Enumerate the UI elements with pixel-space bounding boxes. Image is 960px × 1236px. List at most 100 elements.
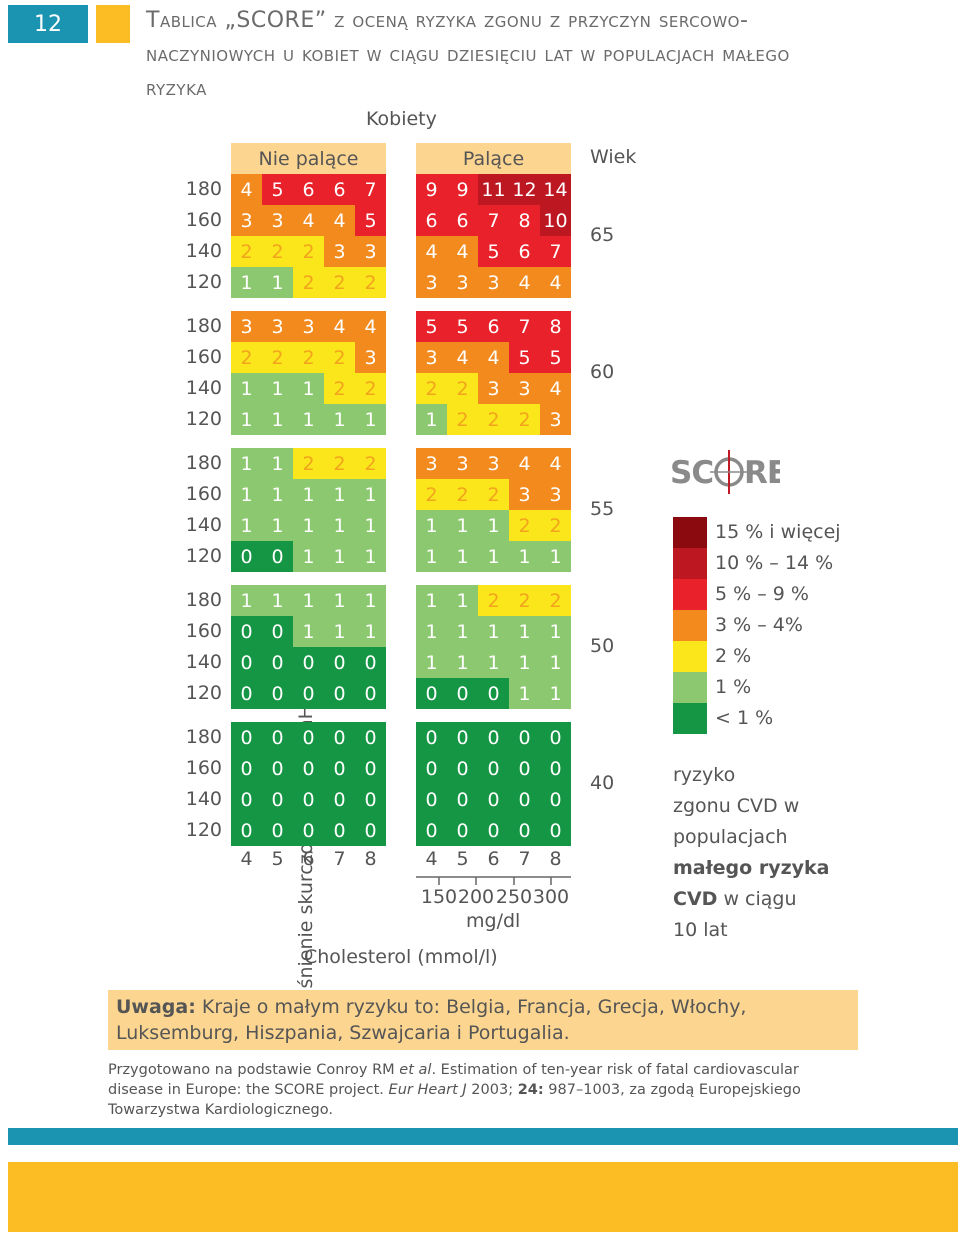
bp-label: 140 (185, 240, 222, 262)
risk-cell: 0 (231, 815, 262, 846)
risk-cell: 0 (416, 815, 447, 846)
bp-label: 180 (185, 315, 222, 337)
risk-cell: 1 (324, 541, 355, 572)
legend-label: 10 % – 14 % (715, 552, 834, 574)
risk-cell: 1 (509, 678, 540, 709)
risk-cell: 1 (293, 404, 324, 435)
mgdl-tick-label: 300 (532, 886, 570, 908)
risk-cell: 5 (262, 174, 293, 205)
cholesterol-tick-label: 7 (518, 848, 531, 870)
svg-text:RE: RE (744, 455, 780, 491)
bp-label: 160 (185, 620, 222, 642)
risk-cell: 1 (293, 510, 324, 541)
legend-desc-line: zgonu CVD w (673, 795, 800, 817)
risk-cell: 0 (355, 678, 386, 709)
risk-cell: 0 (293, 647, 324, 678)
risk-cell: 2 (478, 479, 509, 510)
legend-label: 2 % (715, 645, 752, 667)
note-box: Uwaga: Kraje o małym ryzyku to: Belgia, … (108, 990, 858, 1050)
risk-cell: 0 (324, 647, 355, 678)
risk-cell: 0 (447, 678, 478, 709)
risk-cell: 6 (293, 174, 324, 205)
risk-cell: 6 (478, 311, 509, 342)
legend-swatch (673, 579, 707, 610)
risk-cell: 3 (509, 479, 540, 510)
risk-cell: 1 (262, 510, 293, 541)
risk-cell: 1 (262, 479, 293, 510)
legend-swatch (673, 610, 707, 641)
risk-cell: 3 (447, 448, 478, 479)
risk-cell: 0 (231, 784, 262, 815)
risk-cell: 4 (540, 448, 571, 479)
x-axis-label: Cholesterol (mmol/l) (304, 946, 498, 968)
risk-cell: 1 (262, 404, 293, 435)
cholesterol-tick-label: 4 (425, 848, 438, 870)
risk-cell: 4 (416, 236, 447, 267)
bp-label: 160 (185, 483, 222, 505)
bp-label: 120 (185, 271, 222, 293)
risk-cell: 0 (416, 753, 447, 784)
risk-cell: 0 (262, 815, 293, 846)
legend-desc-line: małego ryzyka (673, 857, 830, 879)
risk-cell: 0 (355, 815, 386, 846)
risk-cell: 2 (293, 342, 324, 373)
risk-cell: 0 (355, 647, 386, 678)
risk-cell: 1 (478, 541, 509, 572)
risk-cell: 0 (293, 753, 324, 784)
risk-cell: 0 (355, 784, 386, 815)
bp-label: 160 (185, 757, 222, 779)
cholesterol-tick-label: 5 (456, 848, 469, 870)
risk-cell: 3 (478, 448, 509, 479)
risk-cell: 1 (262, 267, 293, 298)
risk-cell: 1 (540, 647, 571, 678)
risk-cell: 4 (540, 373, 571, 404)
risk-cell: 0 (262, 541, 293, 572)
risk-cell: 1 (231, 585, 262, 616)
risk-cell: 1 (416, 616, 447, 647)
risk-cell: 0 (447, 753, 478, 784)
source-part: 2003; (466, 1082, 518, 1098)
footer-yellow-bar (8, 1162, 958, 1232)
risk-cell: 1 (509, 616, 540, 647)
risk-cell: 0 (262, 647, 293, 678)
source-part: . Estimation of ten-year risk of fatal c… (108, 1062, 799, 1098)
y-axis-label-container: Ciśnienie skurczowe krwi (mmHg) (146, 372, 317, 1007)
age-label: 40 (590, 772, 615, 794)
risk-cell: 0 (478, 722, 509, 753)
risk-cell: 0 (231, 647, 262, 678)
risk-cell: 1 (416, 404, 447, 435)
risk-cell: 5 (416, 311, 447, 342)
risk-cell: 2 (293, 448, 324, 479)
risk-cell: 0 (478, 678, 509, 709)
mgdl-tick-label: 250 (495, 886, 533, 908)
header-smoking: Palące (416, 143, 571, 175)
bp-label: 160 (185, 209, 222, 231)
risk-cell: 1 (262, 448, 293, 479)
risk-cell: 1 (293, 541, 324, 572)
risk-cell: 1 (447, 541, 478, 572)
cholesterol-tick-label: 7 (333, 848, 346, 870)
risk-cell: 1 (262, 373, 293, 404)
header-age: Wiek (590, 146, 637, 168)
source-journal: Eur Heart J (388, 1082, 467, 1098)
risk-cell: 1 (416, 585, 447, 616)
mgdl-unit: mg/dl (466, 910, 521, 932)
bp-label: 140 (185, 651, 222, 673)
bp-label: 180 (185, 452, 222, 474)
risk-cell: 0 (231, 541, 262, 572)
risk-cell: 4 (478, 342, 509, 373)
risk-cell: 0 (324, 678, 355, 709)
bp-label: 120 (185, 545, 222, 567)
cholesterol-tick-label: 8 (549, 848, 562, 870)
risk-cell: 3 (416, 342, 447, 373)
risk-cell: 4 (355, 311, 386, 342)
risk-cell: 2 (231, 236, 262, 267)
risk-cell: 1 (324, 585, 355, 616)
risk-cell: 3 (355, 236, 386, 267)
risk-cell: 1 (231, 479, 262, 510)
legend-swatch (673, 672, 707, 703)
risk-cell: 0 (447, 784, 478, 815)
risk-cell: 8 (540, 311, 571, 342)
bp-label: 140 (185, 377, 222, 399)
risk-cell: 1 (355, 510, 386, 541)
